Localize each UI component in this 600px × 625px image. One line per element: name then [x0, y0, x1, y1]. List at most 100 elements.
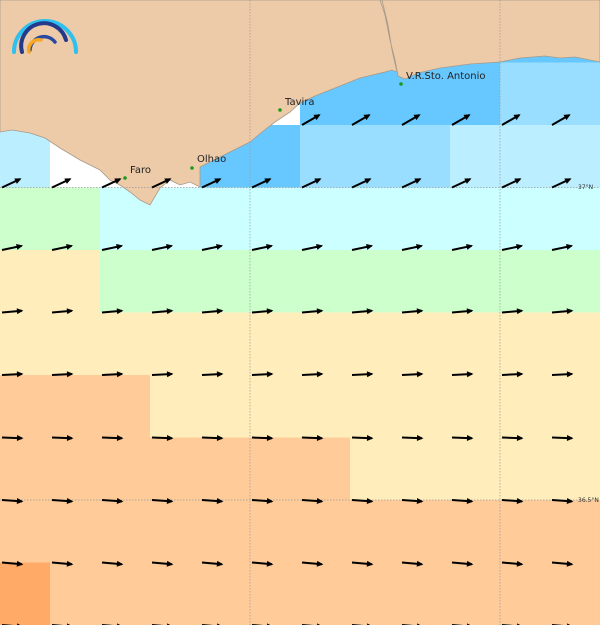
grid-cell: [150, 250, 201, 313]
grid-cell: [500, 437, 551, 501]
place-label-tavira: Tavira: [284, 97, 315, 108]
grid-cell: [0, 437, 51, 501]
current-arrow: [251, 308, 274, 315]
grid-cell: [150, 312, 201, 376]
current-arrow: [101, 243, 124, 251]
grid-cell: [450, 437, 501, 501]
current-arrow: [451, 114, 471, 126]
grid-cell: [550, 62, 600, 126]
grid-cell: [150, 375, 201, 438]
current-arrow: [401, 243, 424, 251]
grid-cell: [550, 312, 600, 376]
grid-cell: [50, 437, 101, 501]
current-arrow: [101, 178, 122, 189]
current-arrow: [151, 435, 174, 442]
current-arrow: [251, 435, 274, 442]
grid-cell: [0, 562, 51, 625]
grid-cell: [150, 562, 201, 625]
current-arrow: [51, 435, 74, 442]
current-arrow: [51, 498, 74, 505]
current-arrow: [551, 371, 574, 378]
grid-cell: [500, 125, 551, 188]
grid-cell: [500, 375, 551, 438]
current-arrow: [251, 560, 274, 567]
current-arrow: [51, 308, 74, 315]
grid-cell: [350, 562, 401, 625]
grid-cell: [300, 437, 351, 501]
grid-cell: [200, 437, 251, 501]
grid-cell: [0, 250, 51, 313]
current-arrow: [501, 560, 524, 567]
grid-cell: [100, 437, 151, 501]
current-arrow: [101, 498, 124, 505]
current-arrow: [301, 498, 324, 505]
grid-cell: [450, 562, 501, 625]
current-arrow: [351, 308, 374, 315]
current-arrow: [201, 560, 224, 567]
lat-label-37: 37°N: [578, 184, 593, 191]
grid-cell: [500, 500, 551, 563]
current-arrow: [351, 498, 374, 505]
grid-cell: [500, 62, 551, 126]
current-arrow: [401, 560, 424, 567]
grid-cell: [350, 375, 401, 438]
current-arrow: [351, 243, 374, 251]
current-arrow: [151, 560, 174, 567]
grid-cell: [450, 500, 501, 563]
grid-cell: [100, 500, 151, 563]
current-arrow: [401, 178, 422, 189]
current-arrow: [201, 178, 222, 189]
current-arrow: [251, 371, 274, 378]
current-arrow: [151, 178, 172, 189]
grid-cell: [500, 312, 551, 376]
grid-cell: [250, 312, 301, 376]
grid-cell: [50, 250, 101, 313]
current-arrow: [1, 371, 24, 378]
grid-cell: [450, 62, 501, 126]
grid-cell: [400, 250, 451, 313]
grid-cell: [150, 500, 201, 563]
current-arrow: [551, 114, 571, 126]
grid-cell: [350, 437, 401, 501]
grid-cell: [250, 500, 301, 563]
town-marker-faro: [123, 176, 127, 180]
current-arrow: [201, 243, 224, 251]
current-arrow: [51, 243, 74, 251]
grid-cell: [100, 312, 151, 376]
grid-cell: [50, 375, 101, 438]
current-arrow: [501, 243, 524, 251]
current-arrow: [101, 308, 124, 315]
current-arrow: [151, 243, 174, 251]
grid-cell: [400, 187, 451, 251]
grid-cell: [500, 250, 551, 313]
current-arrow: [301, 371, 324, 378]
current-arrow: [101, 371, 124, 378]
current-arrow: [301, 560, 324, 567]
grid-cell: [0, 375, 51, 438]
grid-cell: [450, 125, 501, 188]
current-arrow: [251, 178, 272, 189]
grid-cell: [250, 187, 301, 251]
current-arrows: [1, 114, 574, 625]
grid-cell: [400, 562, 451, 625]
current-arrow: [501, 114, 521, 126]
current-arrow: [301, 114, 321, 126]
grid-cell: [300, 187, 351, 251]
grid-cell: [0, 500, 51, 563]
current-arrow: [1, 308, 24, 315]
grid-cell: [300, 125, 351, 188]
current-arrow: [451, 178, 472, 189]
current-arrow: [301, 243, 324, 251]
grid-cell: [550, 125, 600, 188]
grid-cell: [500, 562, 551, 625]
grid-cell: [300, 375, 351, 438]
current-arrow: [401, 498, 424, 505]
current-arrow: [551, 178, 572, 189]
current-arrow: [401, 371, 424, 378]
current-arrow: [401, 308, 424, 315]
town-markers: [123, 82, 403, 180]
grid-cell: [550, 375, 600, 438]
current-arrow: [1, 243, 24, 251]
current-arrow: [51, 178, 72, 189]
